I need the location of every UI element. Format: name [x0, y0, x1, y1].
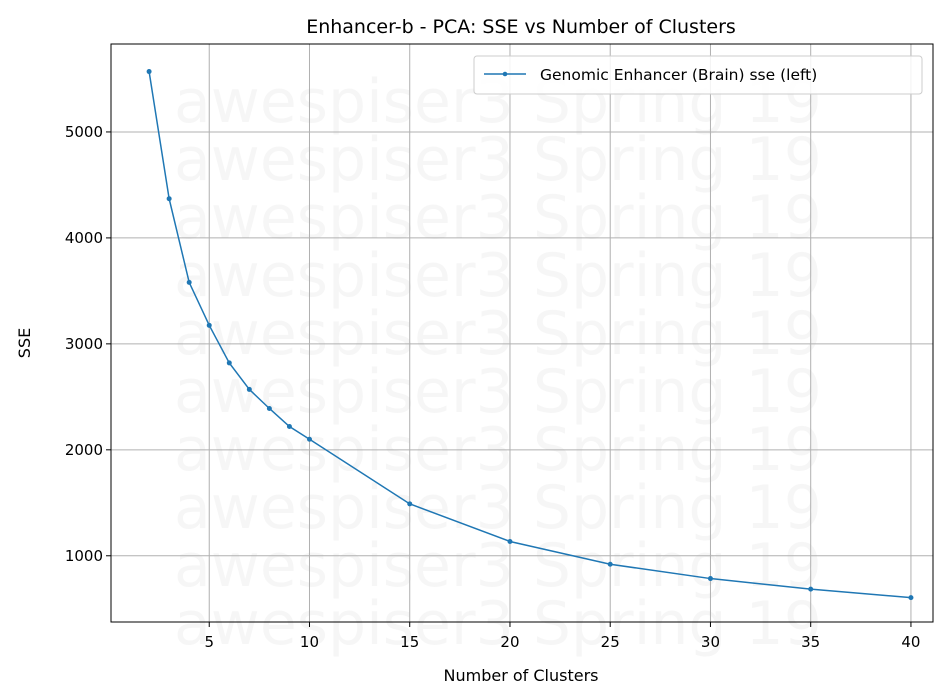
y-tick-label: 5000	[65, 123, 103, 141]
chart-title: Enhancer-b - PCA: SSE vs Number of Clust…	[306, 16, 736, 38]
data-point	[266, 405, 272, 411]
x-axis-label: Number of Clusters	[444, 666, 599, 685]
x-tick-label: 40	[901, 633, 920, 651]
data-point	[808, 586, 814, 592]
data-point	[146, 69, 152, 75]
x-tick-label: 30	[701, 633, 720, 651]
x-tick-label: 35	[801, 633, 820, 651]
data-point	[607, 561, 613, 567]
legend-label: Genomic Enhancer (Brain) sse (left)	[540, 66, 817, 84]
data-point	[186, 279, 192, 285]
legend-marker-swatch	[502, 71, 508, 77]
data-point	[707, 576, 713, 582]
x-tick-label: 20	[500, 633, 519, 651]
data-point	[306, 436, 312, 442]
y-axis-label: SSE	[15, 328, 34, 358]
y-tick-label: 1000	[65, 547, 103, 565]
watermark-text: awespiser3 Spring 19	[174, 589, 822, 659]
legend-box	[473, 55, 923, 95]
x-tick-label: 5	[204, 633, 214, 651]
x-axis-ticks: 5 10 15 20 25 30 35 40	[204, 622, 920, 651]
series-layer	[146, 69, 914, 601]
data-point	[507, 538, 513, 544]
legend: Genomic Enhancer (Brain) sse (left)	[473, 55, 923, 95]
data-point	[286, 424, 292, 430]
data-point	[206, 322, 212, 328]
y-axis-ticks: 1000 2000 3000 4000 5000	[65, 123, 111, 565]
x-tick-label: 15	[400, 633, 419, 651]
data-point	[166, 196, 172, 202]
x-tick-label: 10	[300, 633, 319, 651]
grid-layer	[111, 44, 933, 622]
plot-area-frame	[110, 43, 934, 623]
x-tick-label: 25	[601, 633, 620, 651]
y-tick-label: 4000	[65, 229, 103, 247]
data-point	[226, 360, 232, 366]
data-point	[246, 386, 252, 392]
y-tick-label: 3000	[65, 335, 103, 353]
data-point	[908, 595, 914, 601]
data-point	[407, 501, 413, 507]
y-tick-label: 2000	[65, 441, 103, 459]
